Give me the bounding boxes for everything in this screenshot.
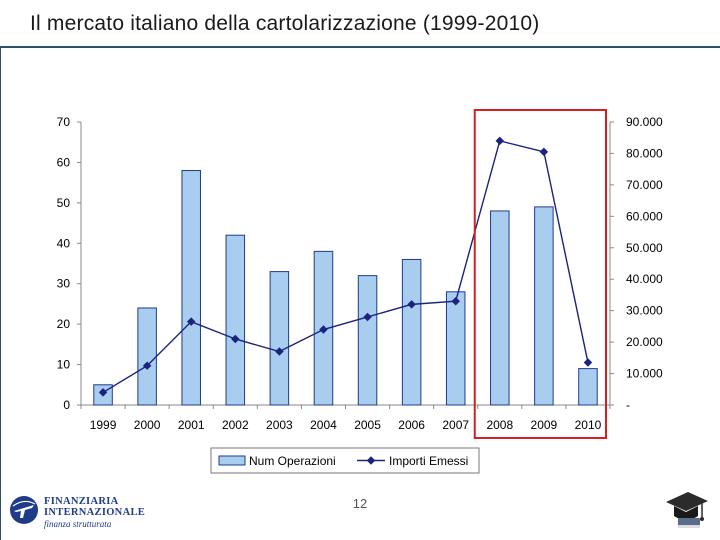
x-tick-label: 2007 [442, 418, 469, 432]
y-right-tick-label: 40.000 [626, 272, 663, 286]
legend-frame [210, 447, 480, 474]
bar [401, 258, 422, 406]
y-left-tick-label: 30 [57, 277, 71, 291]
y-left-tick-label: 20 [57, 317, 71, 331]
bar [490, 210, 510, 406]
x-tick-label: 2001 [178, 418, 205, 432]
x-tick-label: 2002 [222, 418, 249, 432]
page-number: 12 [352, 496, 368, 511]
left-border [0, 46, 1, 540]
y-left-tick-label: 50 [57, 196, 71, 210]
bar [578, 368, 598, 406]
logo-text-line2: INTERNAZIONALE [44, 507, 146, 518]
highlight-box [473, 109, 607, 439]
slide-title: Il mercato italiano della cartolarizzazi… [30, 12, 540, 35]
legend-swatch-marker [366, 456, 376, 465]
company-logo: FINANZIARIA INTERNAZIONALE finanza strut… [8, 494, 148, 530]
bar [269, 271, 290, 406]
bar [357, 275, 378, 406]
line-point [363, 312, 372, 322]
bar [181, 170, 201, 406]
chart-legend: Num Operazioni Importi Emessi [210, 447, 480, 474]
y-right-tick-label: 60.000 [626, 209, 663, 223]
line-series-importi-emessi [98, 136, 593, 397]
bar [137, 307, 157, 406]
y-right-tick-label: 80.000 [626, 146, 663, 160]
x-tick-label: 2004 [310, 418, 337, 432]
line-point [495, 136, 505, 146]
series-line [102, 140, 589, 394]
line-point [231, 334, 240, 344]
graduation-cap-icon [666, 492, 708, 528]
x-tick-label: 2006 [398, 418, 425, 432]
chart-labels: 0 10 20 30 40 50 60 70 - 10.000 20.000 30.000 40.000… [57, 115, 663, 432]
y-left-tick-label: 10 [57, 358, 71, 372]
x-tick-label: 2010 [575, 418, 602, 432]
chart-axes [77, 121, 614, 409]
y-right-tick-label: 20.000 [626, 335, 663, 349]
legend-label-importi-emessi: Importi Emessi [389, 454, 468, 468]
line-point [98, 388, 108, 397]
bar [445, 291, 466, 406]
y-left-tick-label: 60 [57, 155, 71, 169]
bar [225, 234, 246, 406]
line-point [275, 347, 284, 356]
airplane-globe-icon [10, 496, 38, 524]
y-left-tick-label: 40 [57, 236, 71, 250]
line-point [319, 325, 328, 334]
logo-text-line1: FINANZIARIA [44, 496, 119, 507]
x-tick-label: 2003 [266, 418, 293, 432]
legend-label-num-operazioni: Num Operazioni [249, 454, 336, 468]
line-point [451, 296, 460, 306]
y-right-tick-label: 30.000 [626, 304, 663, 318]
line-point [186, 317, 196, 326]
y-right-tick-label: 90.000 [626, 115, 663, 129]
x-tick-label: 2000 [134, 418, 161, 432]
highlight-rectangle [473, 109, 607, 439]
y-left-tick-label: 70 [57, 115, 71, 129]
x-tick-label: 2009 [531, 418, 558, 432]
line-point [407, 300, 416, 309]
bar [534, 206, 554, 406]
x-tick-label: 2005 [354, 418, 381, 432]
y-right-tick-label: 50.000 [626, 241, 663, 255]
y-right-tick-label: 10.000 [626, 367, 663, 381]
title-divider [0, 46, 720, 48]
y-right-tick-label: - [626, 398, 630, 412]
line-point [539, 147, 549, 157]
y-right-tick-label: 70.000 [626, 178, 663, 192]
y-left-tick-label: 0 [63, 398, 70, 412]
legend-swatch-bar [218, 455, 246, 466]
x-tick-label: 1999 [90, 418, 117, 432]
line-point [142, 361, 152, 370]
line-point [583, 358, 593, 367]
bar-series-num-operazioni [93, 170, 598, 406]
x-tick-label: 2008 [486, 418, 513, 432]
logo-text-line3: finanza strutturata [44, 519, 112, 529]
